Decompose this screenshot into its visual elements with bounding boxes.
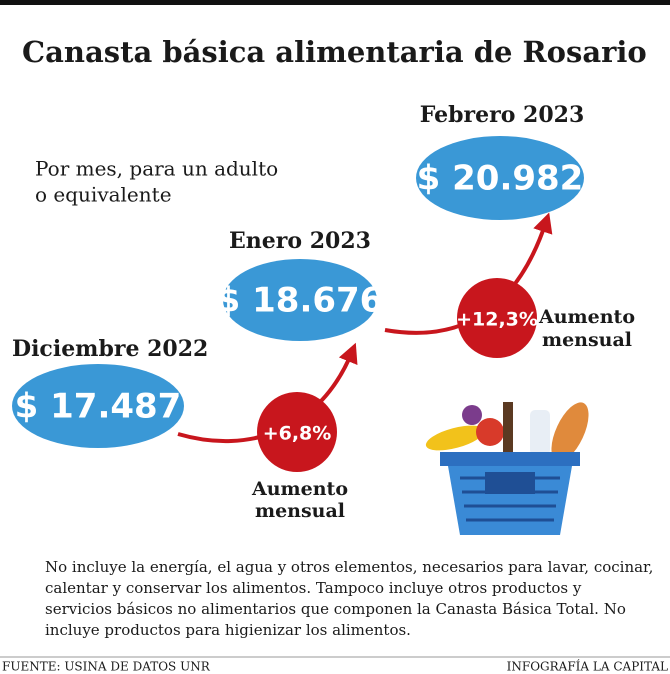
note: servicios básicos no alimentarios que co… xyxy=(45,600,626,618)
caption: mensual xyxy=(542,329,632,351)
note: incluye productos para higienizar los al… xyxy=(45,621,411,639)
title: Canasta básica alimentaria de Rosario xyxy=(22,35,647,69)
period-label: Diciembre 2022 xyxy=(12,336,208,362)
price-bubble xyxy=(12,364,184,448)
period-label: Febrero 2023 xyxy=(420,102,585,128)
price-bubble xyxy=(223,259,377,341)
increase: +12,3% xyxy=(456,309,538,331)
source: FUENTE: USINA DE DATOS UNR xyxy=(2,660,211,674)
increase-badge xyxy=(257,392,337,472)
subtitle: o equivalente xyxy=(35,183,172,207)
price-bubble xyxy=(416,136,584,220)
note: calentar y conservar los alimentos. Tamp… xyxy=(45,579,582,597)
credit: INFOGRAFÍA LA CAPITAL xyxy=(507,659,668,674)
increase: +6,8% xyxy=(263,423,332,445)
caption: Aumento xyxy=(538,306,635,328)
note: No incluye la energía, el agua y otros e… xyxy=(45,558,653,576)
caption: Aumento xyxy=(251,478,348,500)
basket-icon xyxy=(425,402,589,535)
period-label: Enero 2023 xyxy=(229,228,371,254)
price: $ 18.676 xyxy=(217,281,384,321)
caption: mensual xyxy=(255,500,345,522)
price: $ 17.487 xyxy=(15,387,182,427)
subtitle: Por mes, para un adulto xyxy=(35,157,278,181)
top-bar xyxy=(0,0,670,5)
increase-badge xyxy=(457,278,537,358)
price: $ 20.982 xyxy=(417,159,584,199)
